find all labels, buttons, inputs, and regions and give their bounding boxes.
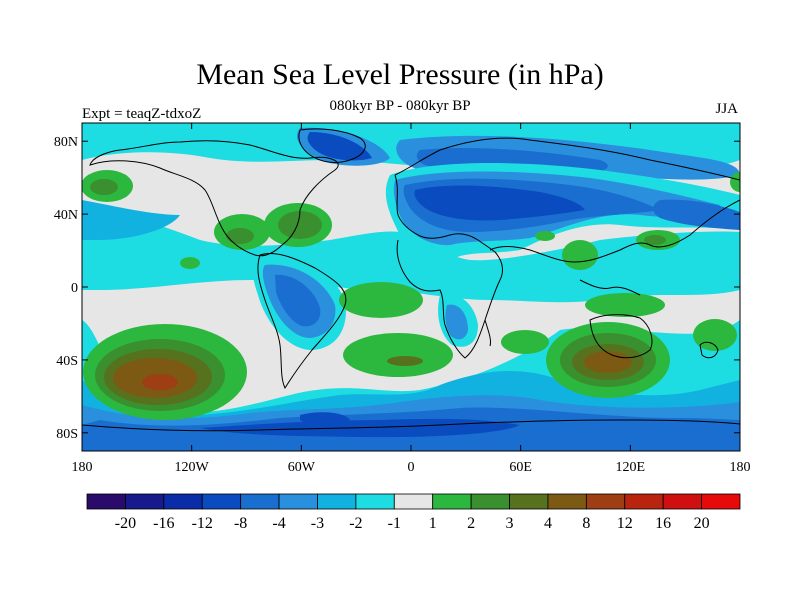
longitude-axis: 180 120W 60W 0 60E 120E 180 [72, 123, 751, 475]
lat-tick-label: 80N [54, 135, 78, 150]
colorbar-label: -4 [272, 515, 285, 532]
colorbar-label: -8 [234, 515, 247, 532]
colorbar-label: 4 [544, 515, 552, 532]
colorbar-label: 1 [429, 515, 437, 532]
experiment-label: Expt = teaqZ-tdxoZ [82, 106, 202, 122]
coastlines [82, 128, 740, 432]
colorbar-label: 12 [617, 515, 633, 532]
colorbar-swatch [278, 493, 318, 510]
lat-tick-label: 0 [71, 281, 78, 296]
colorbar-label: 2 [467, 515, 475, 532]
colorbar-swatch [624, 493, 664, 510]
season-label: JJA [715, 101, 738, 117]
colorbar-swatch [125, 493, 165, 510]
colorbar-swatch [240, 493, 280, 510]
colorbar-label: 16 [655, 515, 671, 532]
lon-tick-label: 60E [509, 460, 532, 475]
chart-subtitle: 080kyr BP - 080kyr BP [329, 98, 471, 114]
colorbar-label: -3 [311, 515, 324, 532]
lon-tick-label: 180 [72, 460, 93, 475]
north-atlantic-high [214, 203, 332, 250]
colorbar-label: -12 [192, 515, 213, 532]
colorbar-swatch [86, 493, 126, 510]
lat-tick-label: 40N [54, 208, 78, 223]
colorbar-swatch [509, 493, 549, 510]
south-america-low [252, 254, 346, 350]
latitude-axis: 80N 40N 0 40S 80S [54, 135, 740, 442]
eurasia-low [385, 163, 740, 261]
chart-title: Mean Sea Level Pressure (in hPa) [196, 58, 604, 91]
colorbar-swatch [393, 493, 434, 510]
tropical-cyan-band [82, 214, 740, 303]
colorbar-swatch [662, 493, 702, 510]
colorbar-label: -16 [153, 515, 174, 532]
lon-tick-label: 0 [408, 460, 415, 475]
colorbar-swatch [432, 493, 472, 510]
lon-tick-label: 120W [175, 460, 210, 475]
colorbar-swatch [317, 493, 357, 510]
colorbar-label: -20 [115, 515, 136, 532]
lon-tick-label: 60W [288, 460, 316, 475]
lon-tick-label: 180 [730, 460, 751, 475]
colorbar-swatch [470, 493, 510, 510]
colorbar-label: -1 [388, 515, 401, 532]
colorbar-label: -2 [349, 515, 362, 532]
colorbar-label: 8 [582, 515, 590, 532]
colorbar-swatch [355, 493, 395, 510]
north-pacific-high [82, 170, 740, 202]
colorbar-swatch [163, 493, 203, 510]
south-atlantic-high [343, 333, 453, 377]
lat-tick-label: 40S [56, 354, 78, 369]
colorbar-swatch [547, 493, 587, 510]
lon-tick-label: 120E [616, 460, 646, 475]
colorbar-swatch [701, 493, 741, 510]
pressure-field [82, 123, 740, 451]
colorbar-label: 3 [506, 515, 514, 532]
colorbar-label: 20 [694, 515, 710, 532]
south-indian-high [546, 322, 670, 398]
south-pacific-high [83, 324, 247, 420]
colorbar: -20 -16 -12 -8 -4 -3 -2 -1 1 2 3 4 8 12 16 20 [86, 493, 741, 532]
lat-tick-label: 80S [56, 427, 78, 442]
colorbar-swatch [585, 493, 626, 510]
colorbar-swatch [201, 493, 242, 510]
